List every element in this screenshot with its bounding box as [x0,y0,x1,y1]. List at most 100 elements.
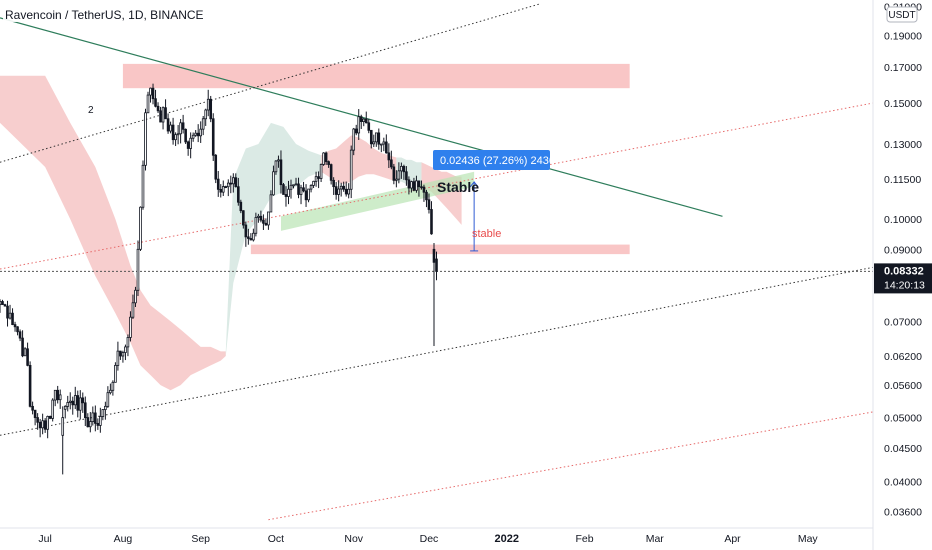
time-axis[interactable]: Jul Aug Sep Oct Nov Dec 2022 Feb Mar Apr May [0,527,873,545]
candle [96,418,100,430]
candle [374,132,378,147]
candle [377,128,381,150]
candle-body [249,238,253,241]
candle-body [156,105,160,112]
candle-body [247,236,250,239]
currency-badge-label: USDT [888,10,915,21]
candle [23,347,27,357]
candle [204,108,208,126]
candle-body [234,177,238,188]
candle [347,183,351,199]
candle [43,418,47,433]
candle [317,171,320,189]
candle [119,350,122,360]
price-tick-label: 0.19000 [884,30,922,42]
wave-label: 2 [88,105,94,116]
candle [189,132,192,159]
candle-body [61,417,65,436]
candle-body [204,109,208,120]
candle [68,392,72,410]
candle [430,201,433,235]
candle [274,160,278,175]
candle [327,160,330,168]
candle [134,286,137,308]
candle [367,118,371,134]
candle [282,182,285,195]
candle [267,211,270,230]
candle [86,413,90,428]
candle [159,106,162,123]
candle-body [332,179,335,188]
annotations: 0.02436 (27.26%) 2436 Stable stable 2 [88,105,555,252]
candle [410,180,413,193]
candle-body [76,395,80,411]
candle-body [267,211,270,226]
candle [231,173,235,193]
candle-body [151,87,155,100]
candle [76,390,80,418]
candle-body [124,346,127,353]
candle [304,184,308,207]
candle [0,299,2,313]
candle-body [284,194,288,197]
measure-label: 0.02436 (27.26%) 2436 [440,155,555,167]
candle-body [106,392,110,407]
candle-body [109,389,112,394]
candle [334,182,338,200]
candle-body [400,165,403,172]
candle-body [269,194,273,213]
candle-body [337,188,340,195]
candle-body [272,171,275,196]
candle-body [427,199,431,210]
candle [104,401,107,420]
candle [166,113,170,134]
candle-body [91,412,95,423]
candle [99,407,102,433]
candle-body [63,405,67,410]
candle-body [66,402,70,407]
price-axis[interactable]: 0.210000.190000.170000.150000.130000.115… [872,0,932,550]
candle-body [6,305,9,319]
candle [71,396,75,415]
candle [196,124,200,143]
candle-body [392,166,396,181]
candle [262,214,265,230]
candle [420,180,423,190]
candle-body [314,176,318,182]
candle [151,83,155,105]
candle [78,390,82,420]
candle [144,108,147,171]
candle [407,176,411,195]
candle [141,160,145,210]
candle [169,121,172,134]
candle [307,188,310,203]
candle [191,132,195,142]
time-tick-label: Feb [575,533,593,545]
candle-body [149,87,152,96]
currency-badge[interactable]: USDT [886,6,918,23]
candle-body [357,116,361,134]
candle [284,186,288,207]
candle-body [206,98,210,111]
candle [199,121,202,143]
time-tick-label: 2022 [494,533,518,545]
candle-body [136,248,140,291]
candle [209,95,213,123]
candle-body [56,389,60,401]
candle [6,300,9,327]
candle-body [367,122,371,131]
candle-body [299,187,303,195]
candle [206,89,210,117]
candle-body [13,324,17,328]
price-tick-label: 0.06200 [884,351,922,363]
ichimoku-cloud [0,75,462,391]
candle-body [99,416,102,426]
candle [121,350,125,363]
candle [402,164,406,180]
candle-body [264,222,268,226]
candle [89,412,92,433]
candle [247,228,250,245]
candle [83,396,87,427]
candle-body [352,128,356,151]
